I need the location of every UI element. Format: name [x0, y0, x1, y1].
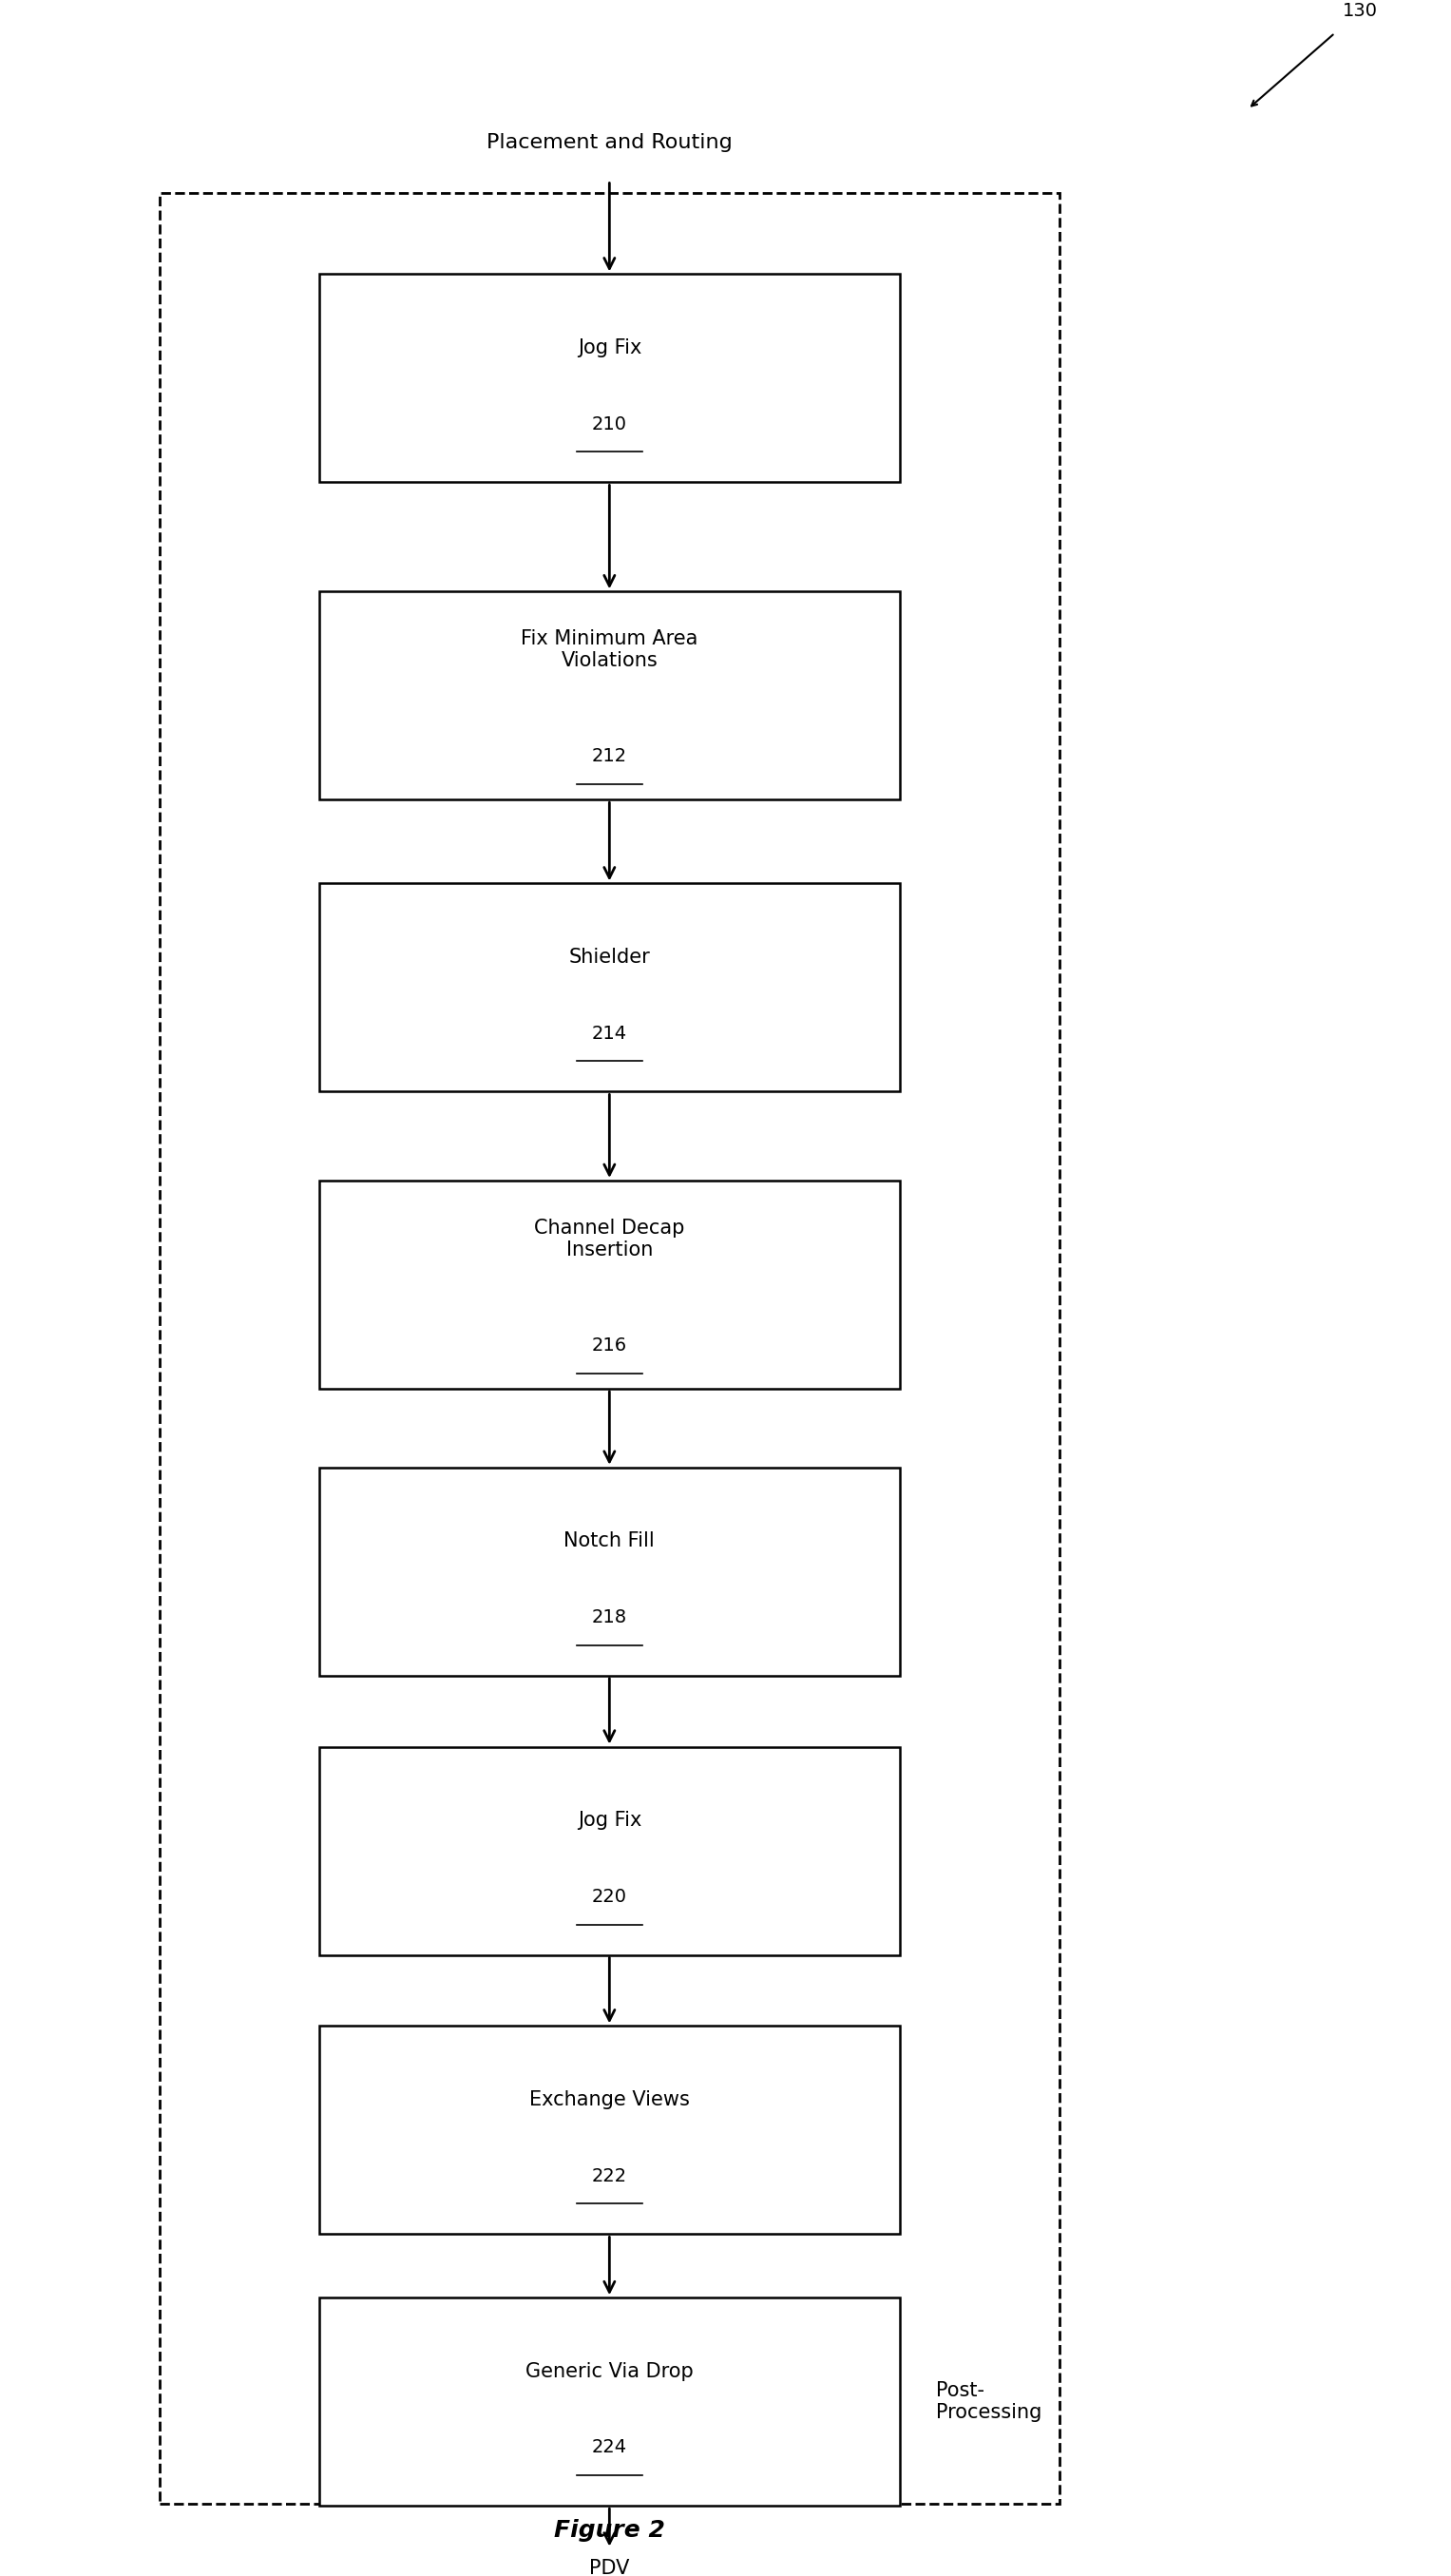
Bar: [319, 1747, 900, 1955]
Bar: [319, 1180, 900, 1388]
Text: Shielder: Shielder: [569, 948, 650, 966]
Text: Notch Fill: Notch Fill: [564, 1533, 654, 1551]
Text: 212: 212: [592, 747, 627, 765]
Bar: [319, 1468, 900, 1674]
Bar: [319, 2298, 900, 2506]
Text: Jog Fix: Jog Fix: [577, 337, 641, 358]
Text: 224: 224: [592, 2439, 627, 2458]
Text: Channel Decap
Insertion: Channel Decap Insertion: [534, 1218, 685, 1260]
Text: 210: 210: [592, 415, 627, 433]
Bar: [319, 884, 900, 1092]
Text: Figure 2: Figure 2: [554, 2519, 665, 2543]
Text: 218: 218: [592, 1607, 627, 1625]
Text: 214: 214: [592, 1025, 627, 1043]
Text: Post-
Processing: Post- Processing: [936, 2380, 1042, 2421]
Text: Generic Via Drop: Generic Via Drop: [525, 2362, 694, 2380]
Text: PDV: PDV: [589, 2558, 630, 2576]
Text: Exchange Views: Exchange Views: [530, 2089, 689, 2110]
Text: 216: 216: [592, 1337, 627, 1355]
Text: Fix Minimum Area
Violations: Fix Minimum Area Violations: [521, 629, 698, 670]
Bar: [160, 193, 1059, 2504]
Text: Placement and Routing: Placement and Routing: [486, 134, 733, 152]
Bar: [319, 2027, 900, 2233]
Text: Jog Fix: Jog Fix: [577, 1811, 641, 1829]
Text: 220: 220: [592, 1888, 627, 1906]
Bar: [319, 592, 900, 799]
Bar: [319, 273, 900, 482]
Text: 130: 130: [1342, 3, 1377, 21]
Text: 222: 222: [592, 2166, 627, 2184]
